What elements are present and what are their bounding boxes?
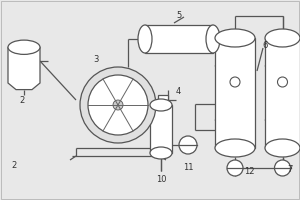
Circle shape [227, 160, 243, 176]
Text: 5: 5 [176, 10, 181, 20]
Text: 10: 10 [156, 174, 166, 184]
Text: 6: 6 [262, 42, 268, 50]
Bar [215, 38, 255, 148]
Ellipse shape [138, 25, 152, 53]
Bar [145, 25, 213, 53]
Bar [265, 38, 300, 148]
Text: 7: 7 [287, 166, 293, 174]
Text: 2: 2 [20, 96, 25, 105]
Ellipse shape [265, 29, 300, 47]
Text: 3: 3 [93, 54, 99, 64]
Circle shape [80, 67, 156, 143]
Ellipse shape [265, 139, 300, 157]
Bar [158, 95, 168, 105]
Ellipse shape [8, 40, 40, 54]
Text: 11: 11 [183, 162, 193, 171]
Text: 4: 4 [176, 88, 181, 97]
Ellipse shape [150, 99, 172, 111]
Text: 2: 2 [11, 162, 16, 170]
Circle shape [230, 77, 240, 87]
Circle shape [278, 77, 287, 87]
Polygon shape [8, 47, 40, 90]
Bar [150, 105, 172, 153]
Ellipse shape [215, 139, 255, 157]
Circle shape [274, 160, 290, 176]
Circle shape [179, 136, 197, 154]
Circle shape [113, 100, 123, 110]
Ellipse shape [150, 147, 172, 159]
Text: 12: 12 [244, 168, 254, 176]
Circle shape [88, 75, 148, 135]
Ellipse shape [215, 29, 255, 47]
Ellipse shape [206, 25, 220, 53]
